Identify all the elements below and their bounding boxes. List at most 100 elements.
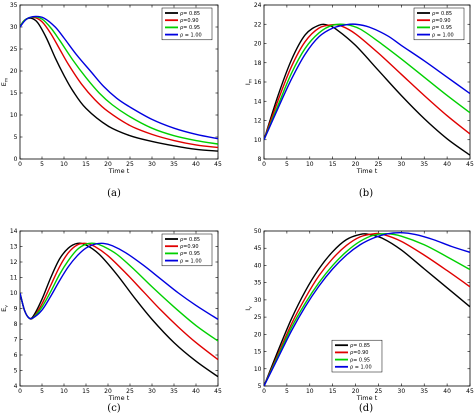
panel-c-xlabel: Time t bbox=[108, 394, 130, 402]
panel-c-xtick-label: 35 bbox=[170, 388, 178, 395]
panel-c-xtick-label: 25 bbox=[126, 388, 134, 395]
panel-a-ytick-label: 20 bbox=[10, 68, 18, 75]
panel-b-ytick-label: 14 bbox=[254, 98, 262, 105]
panel-c-xtick-label: 40 bbox=[192, 388, 200, 395]
panel-b-series-line-2 bbox=[264, 23, 470, 141]
panel-a-xtick-label: 40 bbox=[192, 161, 200, 168]
panel-a-ytick-label: 10 bbox=[10, 112, 18, 119]
panel-c-legend-label-1: ρ=0.90 bbox=[180, 244, 199, 250]
panel-a-legend-label-2: ρ= 0.95 bbox=[180, 25, 200, 31]
panel-b-xtick-label: 0 bbox=[262, 161, 266, 168]
panel-b-ytick-label: 16 bbox=[254, 79, 262, 86]
panel-b-series-line-1 bbox=[264, 23, 470, 140]
panel-a-ytick-label: 15 bbox=[10, 90, 18, 97]
panel-c-ytick-label: 12 bbox=[10, 259, 18, 266]
panel-d-axes-frame bbox=[263, 230, 471, 387]
panel-b-xtick-label: 15 bbox=[329, 161, 337, 168]
panel-b-series-line-3 bbox=[264, 23, 470, 141]
panel-c-ytick-label: 10 bbox=[10, 290, 18, 297]
panel-a-xtick-label: 10 bbox=[60, 161, 68, 168]
panel-c-series-line-3 bbox=[20, 242, 218, 320]
panel-d-series-line-2 bbox=[264, 233, 470, 386]
panel-d-caption: (d) bbox=[359, 403, 373, 414]
panel-b-ytick-label: 20 bbox=[254, 41, 262, 48]
panel-d-xtick-label: 45 bbox=[466, 388, 474, 395]
panel-a-xtick-label: 20 bbox=[104, 161, 112, 168]
panel-d-xtick-label: 20 bbox=[352, 388, 360, 395]
panel-d-legend-label-1: ρ=0.90 bbox=[350, 350, 369, 356]
panel-d-xtick-label: 5 bbox=[285, 388, 289, 395]
panel-c-legend-label-0: ρ= 0.85 bbox=[180, 237, 200, 243]
panel-a-ytick-label: 35 bbox=[10, 2, 18, 9]
panel-d-ytick-label: 35 bbox=[254, 280, 262, 287]
panel-a-ytick-label: 25 bbox=[10, 46, 18, 53]
panel-a-series-line-1 bbox=[20, 16, 218, 149]
panel-b-legend: ρ= 0.85ρ=0.90ρ= 0.95ρ = 1.00 bbox=[413, 7, 465, 41]
panel-c-xtick-label: 10 bbox=[60, 388, 68, 395]
panel-a-xtick-label: 45 bbox=[214, 161, 222, 168]
panel-a-xtick-label: 0 bbox=[18, 161, 22, 168]
panel-d-legend: ρ= 0.85ρ=0.90ρ= 0.95 ρ = 1.00 bbox=[331, 339, 383, 373]
panel-b-ytick-label: 24 bbox=[254, 2, 262, 9]
panel-c-xtick-label: 0 bbox=[18, 388, 22, 395]
panel-d-ytick-label: 15 bbox=[254, 349, 262, 356]
panel-a-legend: ρ= 0.85ρ=0.90ρ= 0.95ρ = 1.00 bbox=[161, 7, 213, 41]
panel-a-xtick-label: 5 bbox=[40, 161, 44, 168]
panel-a: 0 5 10 15 20 25 30 35 40 45 0 5 10 15 20 25 30 35 Time t Em… bbox=[0, 2, 222, 199]
panel-a-ylabel: Em bbox=[0, 78, 10, 87]
panel-c-xtick-label: 20 bbox=[104, 388, 112, 395]
panel-a-xtick-label: 35 bbox=[170, 161, 178, 168]
panel-b-xtick-label: 10 bbox=[306, 161, 314, 168]
panel-c-legend: ρ= 0.85ρ=0.90ρ= 0.95ρ = 1.00 bbox=[161, 233, 213, 267]
panel-c-ytick-label: 4 bbox=[14, 383, 18, 390]
panel-c-legend-label-3: ρ = 1.00 bbox=[180, 258, 202, 264]
panel-a-legend-label-0: ρ= 0.85 bbox=[180, 11, 200, 17]
panel-c-ytick-label: 9 bbox=[14, 306, 18, 313]
panel-b-ytick-label: 12 bbox=[254, 118, 262, 125]
panel-a-xtick-label: 30 bbox=[148, 161, 156, 168]
panel-d-legend-label-3: ρ = 1.00 bbox=[350, 365, 372, 371]
panel-b-xtick-label: 25 bbox=[375, 161, 383, 168]
panel-d: 0 5 10 15 20 25 30 35 40 455101520253035404550Tim… bbox=[244, 228, 474, 414]
panel-b-ytick-label: 10 bbox=[254, 137, 262, 144]
panel-b-ylabel: Im bbox=[244, 79, 254, 85]
panel-d-legend-label-2: ρ= 0.95 bbox=[350, 357, 370, 363]
panel-a-xtick-label: 25 bbox=[126, 161, 134, 168]
panel-c-ytick-label: 7 bbox=[14, 337, 18, 344]
panel-d-series-line-1 bbox=[264, 232, 470, 386]
panel-c-xtick-label: 5 bbox=[40, 388, 44, 395]
panel-c-ytick-label: 5 bbox=[14, 368, 18, 375]
panel-a-ytick-label: 5 bbox=[14, 134, 18, 141]
panel-c-ylabel: Ev bbox=[0, 305, 10, 312]
panel-d-ytick-label: 45 bbox=[254, 245, 262, 252]
panel-c-xtick-label: 30 bbox=[148, 388, 156, 395]
panel-b-xlabel: Time t bbox=[356, 167, 378, 175]
panel-d-ytick-label: 10 bbox=[254, 366, 262, 373]
panel-a-series-line-3 bbox=[20, 15, 218, 140]
panel-a-series-line-0 bbox=[20, 17, 218, 152]
panel-a-ytick-label: 0 bbox=[14, 156, 18, 163]
panel-a-caption: (a) bbox=[107, 188, 121, 199]
panel-d-ytick-label: 50 bbox=[254, 228, 262, 235]
panel-d-series-line-3 bbox=[264, 231, 470, 386]
panel-b-ytick-label: 22 bbox=[254, 21, 262, 28]
panel-d-xtick-label: 0 bbox=[262, 388, 266, 395]
panel-c-ytick-label: 6 bbox=[14, 352, 18, 359]
panel-b-xtick-label: 35 bbox=[420, 161, 428, 168]
panel-c-ytick-label: 11 bbox=[10, 275, 18, 282]
panel-a-legend-label-1: ρ=0.90 bbox=[180, 18, 199, 24]
panel-b-ytick-label: 8 bbox=[258, 156, 262, 163]
panel-c-ytick-label: 8 bbox=[14, 321, 18, 328]
panel-c-xtick-label: 15 bbox=[82, 388, 90, 395]
panel-b-legend-label-0: ρ= 0.85 bbox=[432, 11, 452, 17]
panel-d-legend-label-0: ρ= 0.85 bbox=[350, 343, 370, 349]
panel-b: 0 5 10 15 20 25 30 35 40 45 8 10 12 14 16 18 20 22 24 Time … bbox=[244, 2, 474, 199]
panel-b-legend-label-3: ρ = 1.00 bbox=[432, 32, 454, 38]
panel-b-xtick-label: 5 bbox=[285, 161, 289, 168]
panel-d-ylabel: Iv bbox=[244, 306, 254, 311]
panel-c-caption: (c) bbox=[107, 403, 121, 414]
panel-c-ytick-label: 14 bbox=[10, 228, 18, 235]
panel-c-legend-label-2: ρ= 0.95 bbox=[180, 251, 200, 257]
panel-d-ytick-label: 20 bbox=[254, 331, 262, 338]
